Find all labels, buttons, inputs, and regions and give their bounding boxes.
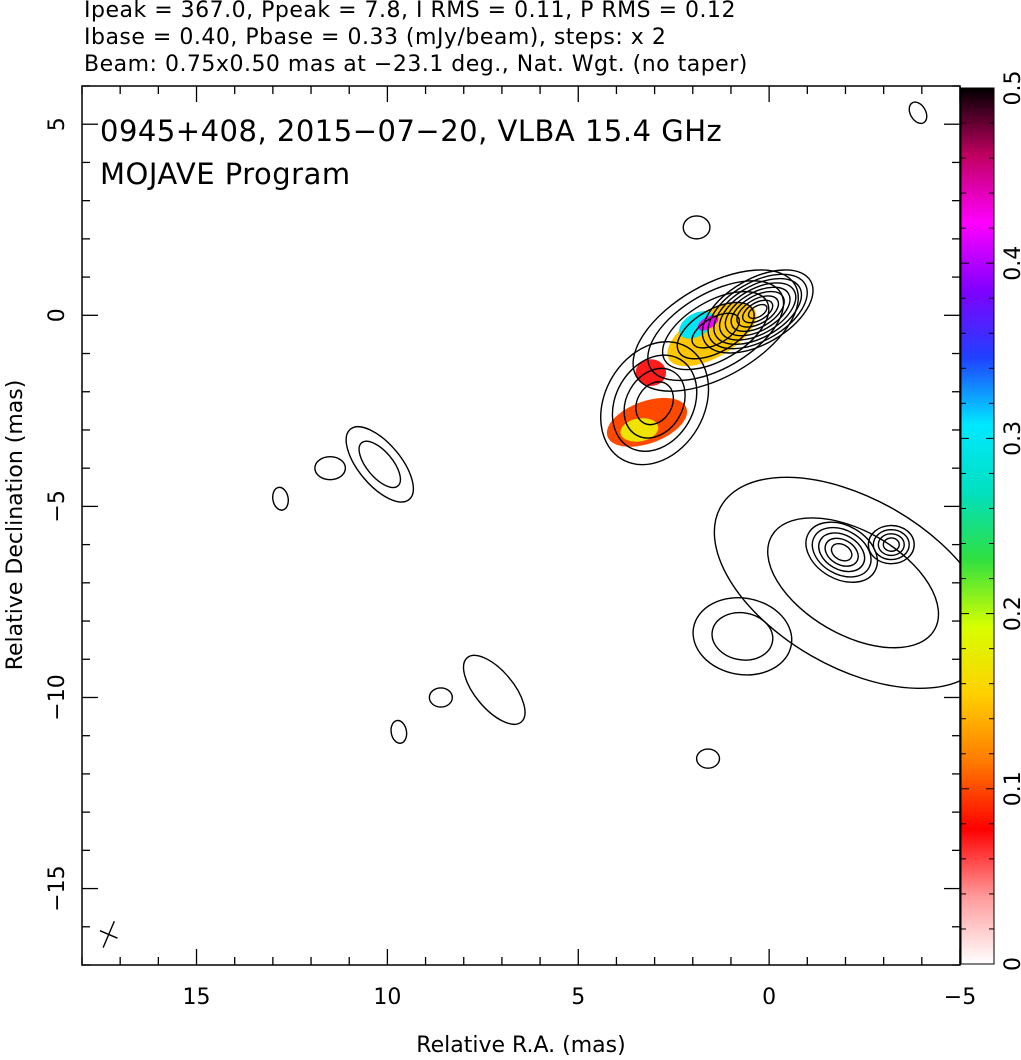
contour-level: [691, 312, 740, 349]
x-tick-label: 10: [373, 985, 401, 1010]
x-tick-label: 5: [571, 985, 585, 1010]
y-axis-label: Relative Declination (mas): [3, 380, 28, 671]
contour-level: [428, 687, 453, 708]
contour-level: [882, 537, 900, 552]
polarization-patch: [635, 359, 667, 387]
beam-minor-axis: [99, 930, 118, 939]
y-tick-label: −15: [45, 865, 70, 911]
contour-level: [767, 517, 940, 649]
contour-level: [623, 367, 686, 439]
y-tick-label: 0: [45, 308, 70, 322]
contour-level: [908, 101, 928, 125]
contour-level: [824, 537, 859, 567]
header-line-2: Ibase = 0.40, Pbase = 0.33 (mJy/beam), s…: [84, 25, 667, 50]
polarization-map: [606, 302, 757, 447]
intensity-contours: [272, 101, 960, 769]
contour-level: [600, 341, 710, 466]
x-tick-label: 0: [762, 985, 776, 1010]
x-tick-label: −5: [944, 985, 976, 1010]
contour-level: [867, 524, 915, 565]
colorbar-tick-label: 0.4: [1001, 246, 1021, 281]
contour-level: [345, 426, 415, 503]
contour-level: [711, 611, 774, 661]
plot-title-line-1: 0945+408, 2015−07−20, VLBA 15.4 GHz: [100, 114, 722, 148]
colorbar-labels: 0 0.1 0.2 0.3 0.4 0.5: [1001, 71, 1021, 972]
colorbar-tick-label: 0.3: [1001, 421, 1021, 456]
axis-ticks: [81, 85, 961, 966]
contour-level: [682, 215, 711, 240]
contour-level: [272, 486, 289, 511]
contour-level: [701, 269, 814, 354]
plot-title-line-2: MOJAVE Program: [100, 157, 351, 191]
colorbar-tick-label: 0.5: [1001, 71, 1021, 106]
contour-level: [713, 476, 960, 690]
contour-level: [695, 748, 721, 769]
y-tick-label: −5: [45, 490, 70, 522]
y-tick-label: −10: [45, 674, 70, 720]
contour-level: [632, 269, 799, 392]
contour-level: [692, 597, 793, 676]
contour-level: [647, 280, 785, 382]
beam-marker: [99, 920, 118, 948]
header-line-3: Beam: 0.75x0.50 mas at −23.1 deg., Nat. …: [84, 52, 748, 77]
colorbar: [960, 87, 995, 965]
contour-level: [358, 440, 402, 489]
x-tick-label: 15: [183, 985, 211, 1010]
contour-level: [818, 532, 866, 573]
colorbar-tick-label: 0.1: [1001, 771, 1021, 806]
contour-level: [877, 533, 905, 557]
contour-level: [462, 654, 526, 725]
contour-level: [811, 526, 872, 578]
colorbar-ticks: [961, 87, 994, 965]
contour-level: [747, 303, 768, 320]
colorbar-tick-label: 0.2: [1001, 596, 1021, 631]
y-tick-label: 5: [45, 117, 70, 131]
contour-level: [805, 521, 879, 583]
contour-level: [390, 719, 408, 744]
contour-level: [736, 295, 780, 328]
colorbar-tick-label: 0: [1001, 957, 1021, 971]
contour-level: [661, 290, 770, 371]
contour-level: [724, 286, 791, 337]
contour-level: [676, 301, 755, 360]
contour-level: [611, 354, 698, 452]
contour-level: [707, 273, 808, 350]
x-axis-label: Relative R.A. (mas): [416, 1033, 625, 1058]
polarization-patch: [667, 302, 757, 367]
x-tick-labels: 15 10 5 0 −5: [183, 985, 977, 1010]
contour-level: [635, 381, 675, 426]
contour-level: [872, 528, 910, 561]
header-line-1: Ipeak = 367.0, Ppeak = 7.8, I RMS = 0.11…: [84, 0, 736, 23]
plot-frame: [81, 85, 961, 966]
y-tick-labels: 5 0 −5 −10 −15: [45, 117, 70, 912]
contour-level: [741, 299, 774, 324]
contour-level: [314, 456, 347, 481]
contour-level: [830, 542, 853, 562]
